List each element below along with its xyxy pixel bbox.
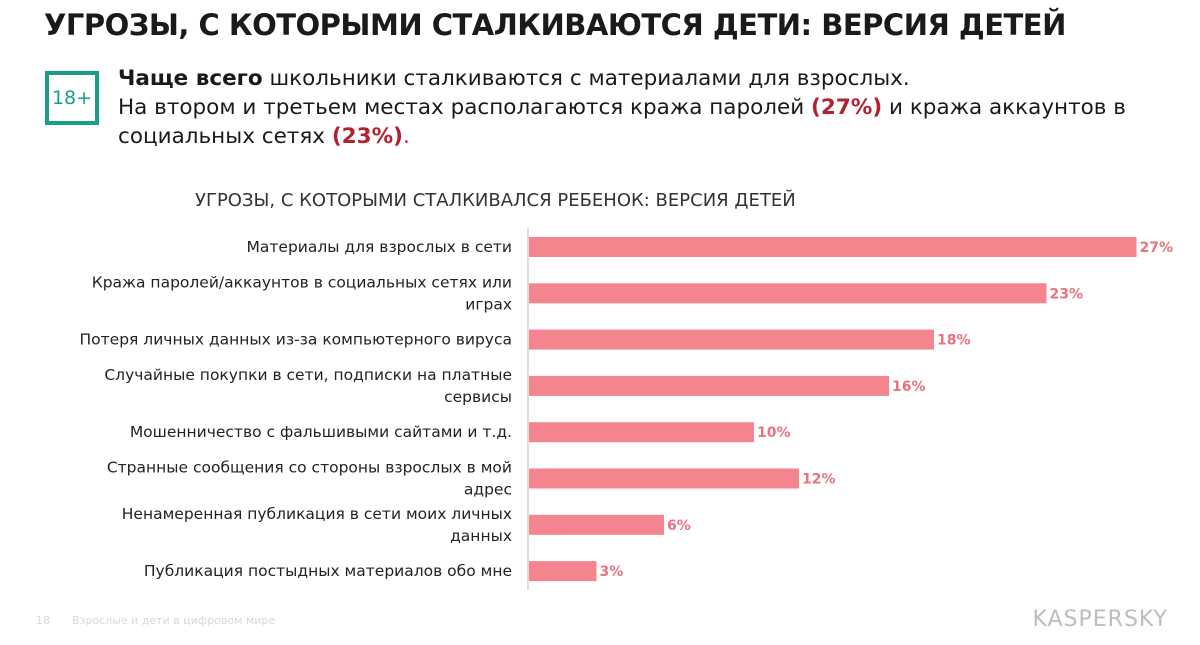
footer-text: Взрослые и дети в цифровом мире xyxy=(72,614,276,627)
bar xyxy=(529,375,889,396)
lead-value-2: (23%) xyxy=(331,124,403,149)
category-label: Странные сообщения со стороны взрослых в… xyxy=(107,459,512,477)
bar xyxy=(529,561,597,582)
category-label: играх xyxy=(465,295,512,313)
chart-title: УГРОЗЫ, С КОТОРЫМИ СТАЛКИВАЛСЯ РЕБЕНОК: … xyxy=(195,190,796,211)
lead-line2: На втором и третьем местах располагаются… xyxy=(118,95,812,120)
age-18-badge: 18+ xyxy=(45,71,99,125)
page-number: 18 xyxy=(36,614,50,627)
data-label: 27% xyxy=(1140,240,1174,256)
category-label: Материалы для взрослых в сети xyxy=(247,238,512,256)
bar xyxy=(529,329,934,350)
lead-value-1: (27%) xyxy=(811,95,883,120)
data-label: 6% xyxy=(667,518,691,534)
data-label: 23% xyxy=(1050,286,1084,302)
bar xyxy=(529,422,754,443)
category-label: сервисы xyxy=(444,388,512,406)
data-label: 3% xyxy=(600,564,624,580)
category-label: Мошенничество с фальшивыми сайтами и т.д… xyxy=(130,423,512,441)
lead-bold: Чаще всего xyxy=(118,66,263,91)
footer: 18 Взрослые и дети в цифровом мире xyxy=(36,614,297,627)
data-label: 16% xyxy=(892,379,926,395)
page-title: УГРОЗЫ, С КОТОРЫМИ СТАЛКИВАЮТСЯ ДЕТИ: ВЕ… xyxy=(44,8,1066,42)
category-label: Случайные покупки в сети, подписки на пл… xyxy=(104,366,512,384)
category-label: данных xyxy=(450,527,512,545)
category-label: Ненамеренная публикация в сети моих личн… xyxy=(122,505,512,523)
bar xyxy=(529,283,1047,304)
bar xyxy=(529,514,664,535)
lead-end: . xyxy=(402,124,410,149)
bar xyxy=(529,468,799,489)
category-label: Потеря личных данных из-за компьютерного… xyxy=(80,331,512,349)
category-label: адрес xyxy=(464,481,512,499)
data-label: 12% xyxy=(802,472,836,488)
category-label: Кража паролей/аккаунтов в социальных сет… xyxy=(92,273,512,291)
data-label: 18% xyxy=(937,333,971,349)
category-label: Публикация постыдных материалов обо мне xyxy=(144,562,512,580)
bar xyxy=(529,237,1137,257)
kaspersky-logo: KASPERSKY xyxy=(1032,607,1168,632)
lead-line1: школьники сталкиваются с материалами для… xyxy=(262,66,910,91)
data-label: 10% xyxy=(757,425,791,441)
lead-text: Чаще всего школьники сталкиваются с мате… xyxy=(118,64,1178,151)
lead-line3: и кража аккаунтов в социальных сетях xyxy=(118,95,1126,149)
